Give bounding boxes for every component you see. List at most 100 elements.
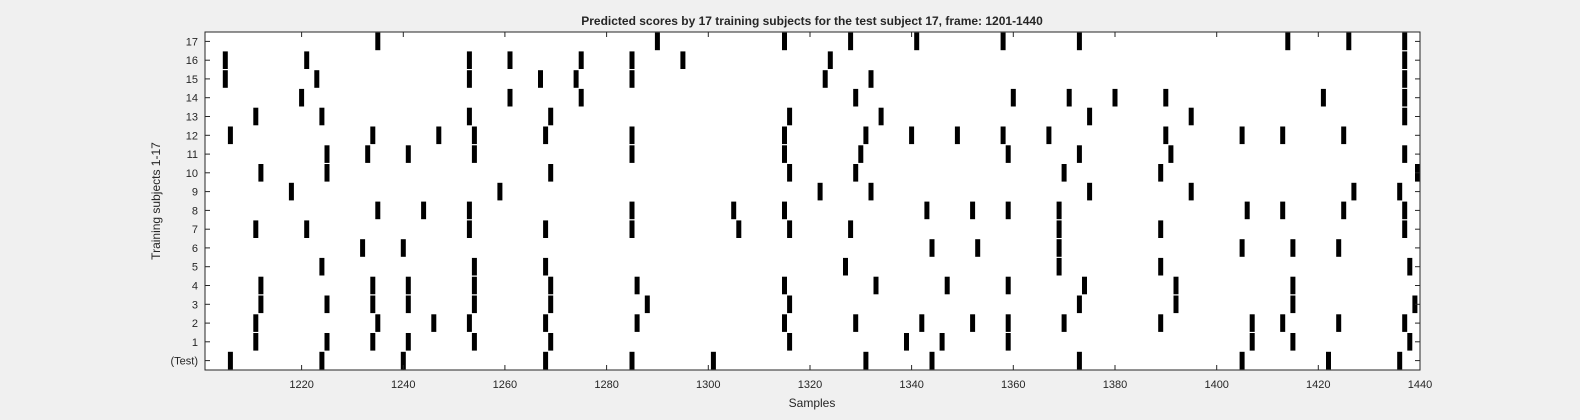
- event-mark: [1239, 126, 1245, 145]
- event-mark: [1056, 257, 1062, 276]
- y-tick-label: 11: [187, 149, 198, 161]
- event-mark: [375, 32, 381, 51]
- event-mark: [1397, 351, 1403, 370]
- x-tick-label: 1320: [798, 379, 822, 391]
- event-mark: [1158, 164, 1164, 182]
- event-mark: [848, 220, 854, 238]
- event-mark: [1158, 220, 1164, 238]
- event-mark: [787, 164, 793, 182]
- event-mark: [1336, 239, 1342, 257]
- event-mark: [1087, 107, 1093, 126]
- event-mark: [629, 145, 635, 163]
- y-tick-label: 1: [192, 337, 198, 349]
- event-mark: [1112, 88, 1118, 107]
- y-tick-label: (Test): [171, 356, 199, 368]
- event-mark: [1346, 32, 1352, 51]
- event-mark: [1000, 126, 1006, 145]
- event-mark: [319, 351, 325, 370]
- event-mark: [629, 351, 635, 370]
- event-mark: [1066, 88, 1072, 107]
- event-mark: [1061, 314, 1067, 332]
- event-mark: [1341, 201, 1347, 220]
- y-tick-label: 8: [192, 205, 198, 217]
- event-mark: [324, 164, 330, 182]
- event-mark: [1280, 201, 1286, 220]
- event-mark: [782, 32, 787, 51]
- x-tick-label: 1260: [493, 379, 517, 391]
- event-mark: [822, 70, 828, 88]
- x-axis-ticks: 1220 1240 1260 1280 1300 1320 1340 1360 1380 1400…: [289, 32, 1432, 391]
- event-mark: [365, 145, 371, 163]
- event-mark: [466, 51, 472, 69]
- y-tick-label: 9: [192, 187, 198, 199]
- x-tick-label: 1420: [1306, 379, 1330, 391]
- event-mark: [543, 257, 549, 276]
- event-mark: [375, 314, 381, 332]
- plot-frame: [204, 31, 1421, 371]
- event-mark: [1173, 276, 1179, 295]
- event-mark: [1402, 70, 1408, 88]
- event-mark: [710, 351, 716, 370]
- y-tick-label: 16: [186, 55, 198, 67]
- event-mark: [629, 70, 635, 88]
- y-tick-label: 10: [186, 168, 198, 180]
- event-mark: [1056, 201, 1062, 220]
- event-mark: [970, 314, 976, 332]
- y-tick-label: 3: [192, 299, 198, 311]
- event-mark: [1163, 88, 1169, 107]
- event-mark: [258, 164, 264, 182]
- event-mark: [1239, 351, 1245, 370]
- event-mark: [1005, 276, 1011, 295]
- event-mark: [578, 88, 584, 107]
- event-mark: [1402, 201, 1408, 220]
- event-mark: [304, 51, 310, 69]
- event-mark: [827, 51, 833, 69]
- event-mark: [1412, 295, 1418, 314]
- event-mark: [863, 351, 869, 370]
- y-tick-label: 6: [192, 243, 198, 255]
- event-mark: [1402, 88, 1408, 107]
- event-mark: [782, 145, 787, 163]
- event-mark: [314, 70, 320, 88]
- event-mark: [400, 351, 406, 370]
- event-mark: [466, 220, 472, 238]
- event-mark: [1402, 107, 1408, 126]
- event-mark: [843, 257, 848, 276]
- event-mark: [1158, 257, 1164, 276]
- y-tick-label: 7: [192, 224, 198, 236]
- x-tick-label: 1360: [1001, 379, 1025, 391]
- event-mark: [253, 314, 259, 332]
- event-mark: [253, 220, 259, 238]
- event-mark: [1005, 201, 1011, 220]
- event-mark: [573, 70, 579, 88]
- event-mark: [405, 276, 411, 295]
- event-mark: [629, 51, 635, 69]
- event-mark: [1336, 314, 1342, 332]
- x-tick-label: 1340: [899, 379, 923, 391]
- event-mark: [421, 201, 427, 220]
- x-tick-label: 1240: [391, 379, 415, 391]
- event-mark: [1397, 182, 1403, 201]
- event-mark: [1249, 333, 1255, 351]
- event-mark: [548, 164, 554, 182]
- event-mark: [466, 70, 472, 88]
- event-mark: [405, 295, 411, 314]
- event-mark: [782, 276, 787, 295]
- event-mark: [1290, 276, 1296, 295]
- event-mark: [1280, 126, 1286, 145]
- event-mark: [1087, 182, 1093, 201]
- event-mark: [1290, 333, 1296, 351]
- plot-area: [205, 32, 1420, 370]
- event-mark: [507, 88, 513, 107]
- event-mark: [787, 107, 793, 126]
- event-mark: [370, 126, 376, 145]
- event-mark: [1076, 295, 1082, 314]
- event-mark: [629, 126, 635, 145]
- event-mark: [1407, 257, 1413, 276]
- event-mark: [1076, 351, 1082, 370]
- event-mark: [1076, 32, 1082, 51]
- event-mark: [1320, 88, 1326, 107]
- event-mark: [253, 107, 259, 126]
- event-mark: [1188, 107, 1194, 126]
- event-mark: [1046, 126, 1052, 145]
